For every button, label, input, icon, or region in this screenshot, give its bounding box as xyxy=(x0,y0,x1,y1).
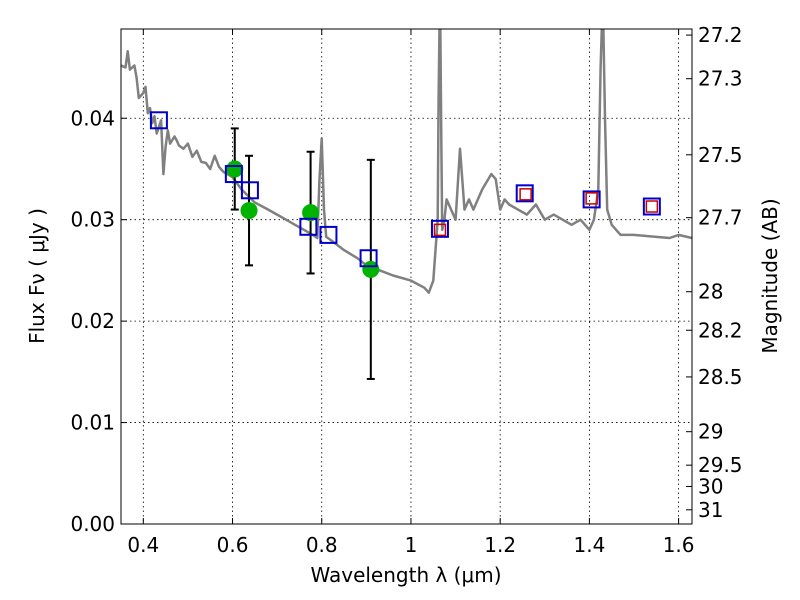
red-square xyxy=(585,192,598,205)
x-tick-label: 0.6 xyxy=(217,533,249,557)
y-axis-ticks: 0.00 0.01 0.02 0.03 0.04 xyxy=(70,106,127,536)
observed-point xyxy=(226,160,244,178)
model-square xyxy=(299,217,318,236)
right-tick-label: 31 xyxy=(698,498,723,522)
x-tick-label: 1.2 xyxy=(484,533,516,557)
grid xyxy=(121,29,692,525)
y-tick-label: 0.01 xyxy=(70,411,115,435)
y-tick-label: 0.00 xyxy=(70,512,115,536)
x-tick-label: 1 xyxy=(405,533,418,557)
model-square xyxy=(359,249,378,268)
model-square xyxy=(149,111,168,130)
right-tick-label: 29.5 xyxy=(698,453,743,477)
x-tick-label: 0.4 xyxy=(127,533,159,557)
x-tick-label: 1.6 xyxy=(663,533,695,557)
model-squares xyxy=(149,111,661,268)
plot-frame xyxy=(120,28,693,525)
model-square xyxy=(515,184,534,203)
spectrum-line-layer xyxy=(121,29,692,294)
right-tick-label: 28.5 xyxy=(698,365,743,389)
right-tick-label: 27.2 xyxy=(698,23,743,47)
red-squares xyxy=(433,188,659,237)
observed-point xyxy=(302,204,320,222)
right-tick-label: 27.3 xyxy=(698,67,743,91)
x-axis-label: Wavelength λ (μm) xyxy=(310,563,501,587)
y-tick-label: 0.02 xyxy=(70,309,115,333)
red-square xyxy=(519,188,532,201)
red-square xyxy=(645,200,659,213)
red-square xyxy=(433,223,447,237)
right-tick-label: 28 xyxy=(698,280,723,304)
model-square xyxy=(430,219,449,238)
x-tick-label: 1.4 xyxy=(573,533,605,557)
right-tick-label: 28.2 xyxy=(698,318,743,342)
y-axis-label: Flux Fν ( μJy ) xyxy=(25,208,49,344)
y-tick-label: 0.04 xyxy=(70,106,115,130)
observed-point xyxy=(240,202,258,220)
right-tick-label: 30 xyxy=(698,474,723,498)
right-tick-label: 27.5 xyxy=(698,143,743,167)
right-tick-label: 29 xyxy=(698,420,723,444)
model-square xyxy=(224,165,243,184)
model-square xyxy=(319,225,338,244)
model-square xyxy=(240,181,259,200)
right-axis-label: Magnitude (AB) xyxy=(758,198,782,353)
error-bars xyxy=(230,127,375,380)
model-square xyxy=(582,190,601,209)
spectrum-line xyxy=(121,29,692,294)
y-tick-label: 0.03 xyxy=(70,208,115,232)
right-tick-label: 27.7 xyxy=(698,206,743,230)
x-axis-ticks: 0.4 0.6 0.8 1 1.2 1.4 1.6 xyxy=(127,29,695,557)
x-tick-label: 0.8 xyxy=(306,533,338,557)
observed-points xyxy=(226,160,380,278)
model-square xyxy=(642,197,661,216)
